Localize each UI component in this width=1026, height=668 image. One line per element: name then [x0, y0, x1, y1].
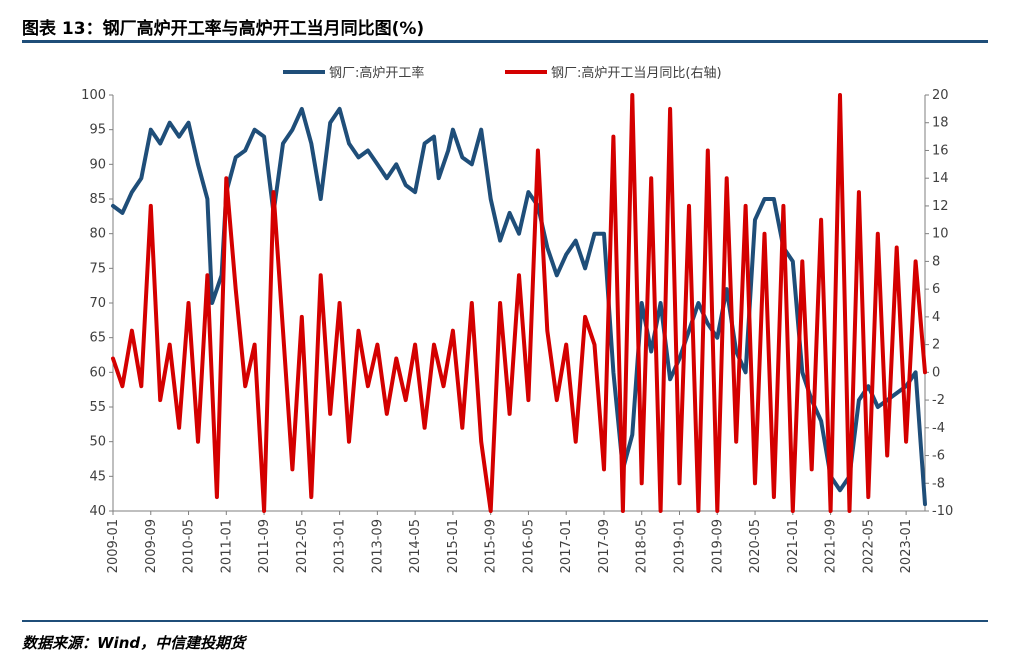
- y-right-tick-label: 2: [932, 338, 940, 353]
- y-left-tick-label: 45: [89, 469, 106, 484]
- legend-label: 钢厂:高炉开工当月同比(右轴): [551, 65, 722, 81]
- x-tick-label: 2017-09: [597, 519, 612, 573]
- y-right-tick-label: 12: [932, 199, 949, 214]
- y-left-tick-label: 75: [89, 261, 106, 276]
- title-rule: [22, 40, 988, 43]
- y-left-tick-label: 85: [89, 192, 106, 207]
- x-tick-label: 2021-01: [786, 519, 801, 573]
- y-left-tick-label: 90: [89, 157, 106, 172]
- x-tick-label: 2011-09: [257, 519, 272, 573]
- y-right-tick-label: -6: [932, 449, 945, 464]
- x-tick-label: 2013-09: [370, 519, 385, 573]
- x-tick-label: 2011-01: [219, 519, 234, 573]
- x-tick-label: 2015-01: [446, 519, 461, 573]
- x-tick-label: 2019-01: [673, 519, 688, 573]
- x-tick-label: 2023-01: [899, 519, 914, 573]
- x-tick-label: 2013-01: [333, 519, 348, 573]
- y-right-tick-label: 0: [932, 365, 940, 380]
- y-left-tick-label: 70: [89, 296, 106, 311]
- x-tick-label: 2019-09: [710, 519, 725, 573]
- y-right-tick-label: 10: [932, 227, 949, 242]
- x-tick-label: 2018-05: [635, 519, 650, 573]
- y-left-tick-label: 40: [89, 504, 106, 519]
- y-right-tick-label: -2: [932, 393, 945, 408]
- x-tick-label: 2022-05: [861, 519, 876, 573]
- x-tick-label: 2020-05: [748, 519, 763, 573]
- y-right-tick-label: -8: [932, 476, 945, 491]
- line-chart: 1009590858075706560555045402018161412108…: [81, 65, 953, 573]
- x-tick-label: 2021-09: [824, 519, 839, 573]
- y-right-tick-label: 20: [932, 88, 949, 103]
- y-right-tick-label: 8: [932, 254, 940, 269]
- y-right-tick-label: 16: [932, 143, 949, 158]
- x-tick-label: 2009-09: [144, 519, 159, 573]
- x-tick-label: 2015-09: [484, 519, 499, 573]
- x-tick-label: 2014-05: [408, 519, 423, 573]
- y-right-tick-label: 6: [932, 282, 940, 297]
- y-right-tick-label: 4: [932, 310, 940, 325]
- x-tick-label: 2012-05: [295, 519, 310, 573]
- series-blast-furnace-yoy-line: [111, 93, 927, 513]
- y-right-tick-label: 18: [932, 116, 949, 131]
- data-source: 数据来源：Wind，中信建投期货: [22, 634, 246, 652]
- y-left-tick-label: 80: [89, 227, 106, 242]
- x-tick-label: 2017-01: [559, 519, 574, 573]
- y-left-tick-label: 55: [89, 400, 106, 415]
- y-right-tick-label: -10: [932, 504, 953, 519]
- y-left-tick-label: 50: [89, 435, 106, 450]
- footer-rule: [22, 620, 988, 622]
- figure-title: 图表 13：钢厂高炉开工率与高炉开工当月同比图(%): [22, 19, 425, 39]
- x-tick-label: 2016-05: [521, 519, 536, 573]
- x-tick-label: 2009-01: [106, 519, 121, 573]
- y-left-tick-label: 65: [89, 331, 106, 346]
- y-left-tick-label: 100: [81, 88, 106, 103]
- x-tick-label: 2010-05: [182, 519, 197, 573]
- y-right-tick-label: 14: [932, 171, 949, 186]
- y-left-tick-label: 60: [89, 365, 106, 380]
- legend-label: 钢厂:高炉开工率: [329, 65, 424, 81]
- y-right-tick-label: -4: [932, 421, 945, 436]
- y-left-tick-label: 95: [89, 123, 106, 138]
